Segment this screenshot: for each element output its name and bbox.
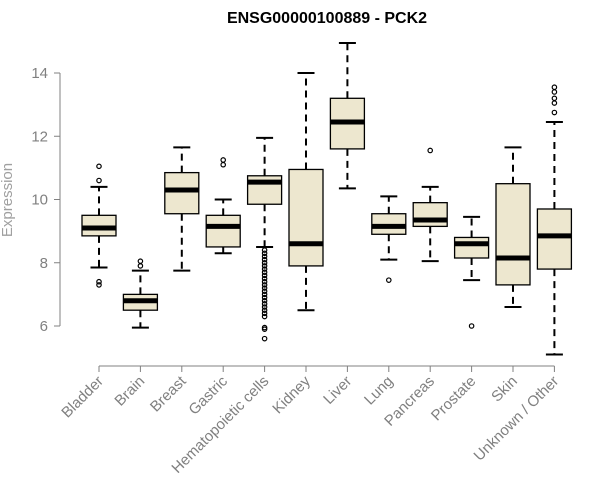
outlier-point (261, 301, 268, 307)
x-tick-label: Lung (361, 373, 397, 409)
outlier-point (261, 294, 268, 301)
outlier-point (261, 326, 268, 332)
outlier-point (385, 277, 392, 283)
x-tick-label: Bladder (58, 373, 107, 422)
y-axis-label: Expression (0, 163, 16, 237)
iqr-box (495, 183, 531, 286)
outlier-point (137, 258, 144, 264)
box-hematopoietic-cells (246, 136, 283, 342)
iqr-box (288, 168, 324, 267)
outlier-point (427, 147, 434, 154)
outlier-point (96, 177, 102, 184)
iqr-box (164, 171, 200, 215)
box-gastric (205, 157, 241, 255)
box-prostate (453, 215, 490, 329)
x-tick-label: Prostate (428, 373, 480, 425)
box-pancreas (412, 147, 448, 263)
iqr-box (205, 214, 241, 248)
outlier-point (261, 275, 268, 282)
outlier-point (137, 263, 144, 269)
iqr-box (453, 236, 490, 259)
outlier-point (261, 269, 268, 276)
outlier-point (96, 282, 102, 288)
outlier-point (551, 100, 558, 106)
outlier-point (468, 323, 475, 329)
outlier-point (261, 310, 268, 317)
y-tick-label: 14 (31, 65, 48, 82)
chart-title: ENSG00000100889 - PCK2 (227, 10, 427, 27)
x-tick-label: Breast (147, 372, 190, 415)
outlier-point (551, 109, 558, 116)
y-tick-label: 12 (31, 128, 48, 145)
outlier-point (261, 307, 268, 313)
iqr-box (536, 208, 573, 270)
box-skin (495, 146, 531, 309)
outlier-point (261, 297, 268, 304)
outlier-point (261, 291, 268, 298)
outlier-point (96, 278, 102, 285)
box-brain (122, 258, 159, 329)
outlier-point (220, 157, 227, 163)
outlier-point (551, 95, 558, 102)
outlier-point (261, 278, 268, 285)
outlier-point (261, 266, 268, 272)
outlier-point (261, 256, 268, 263)
box-bladder (81, 163, 117, 288)
x-tick-label: Kidney (269, 372, 314, 417)
outlier-point (261, 282, 268, 288)
outlier-point (261, 288, 268, 295)
y-tick-label: 8 (40, 255, 48, 272)
plot-area (81, 41, 573, 356)
x-tick-label: Brain (111, 373, 148, 410)
y-tick-label: 10 (31, 192, 48, 209)
outlier-point (261, 285, 268, 291)
outlier-point (261, 313, 268, 320)
box-liver (329, 41, 366, 190)
outlier-point (261, 253, 268, 260)
outlier-point (551, 89, 558, 95)
y-axis: 6 8 10 12 14 (31, 65, 61, 335)
box-kidney (288, 72, 324, 312)
outlier-point (261, 335, 268, 342)
outlier-point (261, 272, 268, 279)
outlier-point (551, 84, 558, 91)
y-tick-label: 6 (40, 318, 48, 335)
outlier-point (96, 163, 102, 170)
box-unknown-other (536, 84, 573, 356)
outlier-point (261, 263, 268, 269)
iqr-box (412, 202, 448, 228)
outlier-point (220, 161, 227, 168)
outlier-point (261, 259, 268, 266)
box-breast (164, 146, 200, 272)
outlier-point (261, 250, 268, 257)
x-tick-label: Liver (320, 373, 355, 408)
x-tick-label: Skin (488, 373, 521, 406)
box-lung (371, 195, 407, 283)
outlier-point (261, 304, 268, 310)
outlier-point (261, 247, 268, 253)
